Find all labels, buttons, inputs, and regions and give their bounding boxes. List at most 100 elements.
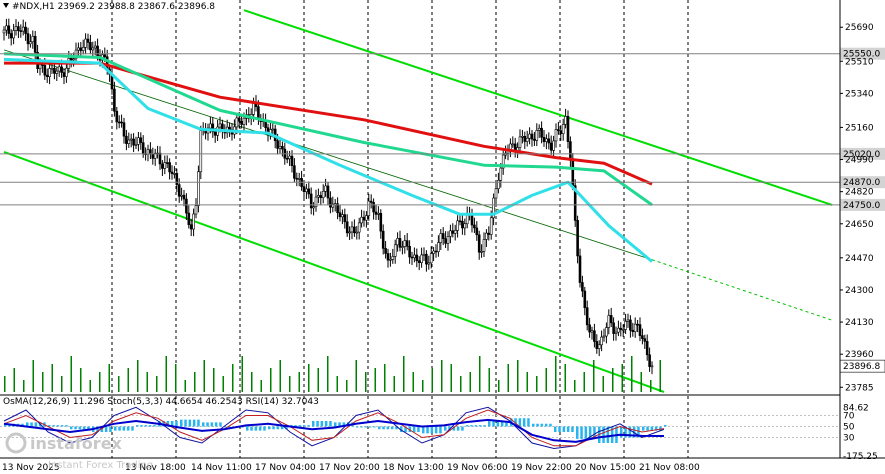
oscillator-axis-label: 30: [843, 434, 855, 444]
candle-body: [288, 155, 291, 159]
candle-body: [257, 106, 260, 119]
price-axis: 25690 25510 25340 25160 24990 24820 24650 24470…: [839, 0, 874, 458]
candle-body: [559, 130, 563, 134]
candle-body: [326, 185, 330, 199]
volume-bar: [222, 376, 224, 392]
volume-bar: [336, 376, 338, 392]
candle-body: [648, 354, 651, 367]
candle-body: [374, 211, 378, 215]
candle-body: [336, 203, 339, 214]
candle-body: [350, 226, 354, 233]
osma-bar: [654, 426, 658, 431]
osma-bar: [422, 426, 425, 434]
candle-body: [53, 67, 56, 74]
osma-bar: [48, 425, 51, 427]
symbol-line: #NDX,H1 23969.2 23988.8 23867.6 23896.8: [12, 2, 215, 12]
candle-body: [612, 322, 615, 334]
candle-body: [537, 127, 541, 131]
volume-bar: [526, 372, 528, 392]
osma-bar: [500, 421, 504, 427]
candle-body: [530, 133, 534, 140]
osma-bar: [307, 425, 310, 427]
candle-body: [525, 137, 529, 142]
volume-bar: [298, 372, 300, 392]
osma-bar: [276, 426, 280, 430]
candle-body: [194, 205, 198, 215]
candle-body: [581, 282, 584, 292]
osma-bar: [549, 423, 552, 427]
time-label: 17 Nov 20:00: [319, 463, 380, 473]
candle-body: [576, 220, 579, 257]
candle-body: [415, 254, 419, 262]
moving-average-ma200: [4, 61, 653, 186]
candle-body: [429, 253, 433, 264]
osma-bar: [316, 421, 319, 427]
osma-bar: [602, 426, 605, 443]
volume-bar: [612, 368, 614, 392]
candle-body: [12, 30, 15, 39]
osma-bar: [588, 426, 592, 439]
candle-body: [396, 238, 399, 246]
osma-bar: [202, 422, 205, 427]
osma-bar: [60, 425, 64, 427]
candle-body: [590, 330, 594, 333]
candle-body: [48, 68, 51, 77]
candle-body: [557, 129, 560, 131]
candle-body: [420, 254, 423, 263]
osma-bar: [109, 426, 112, 432]
candle-body: [391, 256, 395, 260]
collapse-triangle-icon[interactable]: [3, 3, 9, 8]
volume-bar: [583, 372, 585, 392]
candle-body: [446, 236, 450, 244]
osma-bar: [558, 426, 561, 432]
candle-body: [631, 329, 635, 333]
candle-body: [271, 128, 275, 131]
candle-body: [295, 177, 299, 180]
candle-body: [60, 66, 63, 73]
osma-bar: [70, 426, 73, 430]
price-tick-label: 23960: [845, 350, 874, 360]
candle-body: [2, 29, 6, 34]
candle-body: [197, 171, 200, 206]
candle-body: [45, 74, 49, 77]
candle-body: [458, 220, 462, 223]
candle-body: [62, 72, 66, 77]
candle-body: [439, 233, 443, 243]
osma-bar: [606, 426, 610, 443]
volume-bar: [232, 364, 234, 392]
osma-bar: [78, 426, 82, 430]
candle-body: [213, 131, 217, 136]
candle-body: [451, 230, 455, 234]
candle-body: [564, 116, 567, 125]
price-levels: 25550.0 25020.0 24870.0 24750.0 23896.8: [0, 47, 885, 373]
volume-bar: [184, 380, 186, 392]
volume-bar: [213, 368, 215, 392]
candle-body: [633, 323, 637, 333]
candle-body: [480, 251, 483, 253]
osma-bar: [488, 421, 491, 427]
volume-bar: [479, 356, 481, 392]
candle-body: [362, 216, 366, 221]
osma-bar: [320, 421, 324, 427]
candle-body: [528, 133, 531, 139]
time-label: 19 Nov 06:00: [447, 463, 508, 473]
osma-bar: [100, 426, 104, 432]
volume-bar: [659, 360, 661, 392]
price-tick-label: 24990: [845, 156, 874, 166]
current-price-label: 23896.8: [843, 362, 880, 372]
candle-body: [314, 196, 318, 207]
time-label: 21 Nov 08:00: [639, 463, 700, 473]
osma-bar: [246, 426, 249, 431]
candle-body: [141, 142, 145, 154]
volume-bar: [308, 364, 310, 392]
time-label: 18 Nov 13:00: [383, 463, 444, 473]
osma-bar: [170, 421, 174, 427]
osma-bar: [536, 423, 539, 427]
level-tag-bg: [840, 198, 885, 211]
osma-bar: [527, 418, 530, 427]
candle-body: [105, 56, 109, 70]
candle-body: [103, 54, 107, 58]
volume-bar: [355, 360, 357, 392]
